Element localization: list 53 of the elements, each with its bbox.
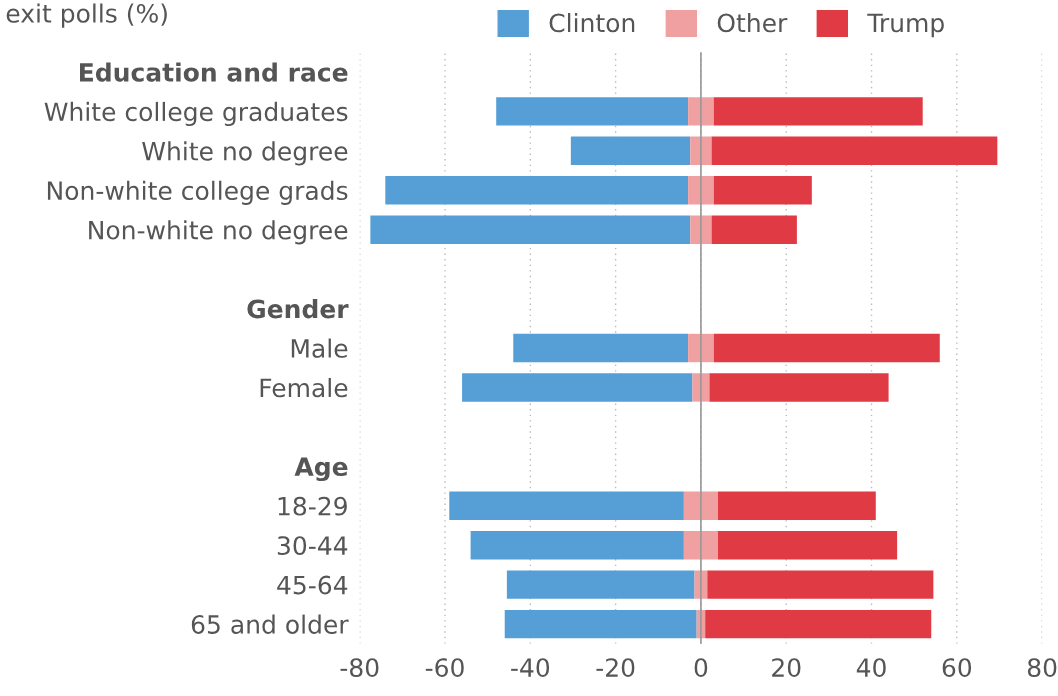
- y-tick-label: White college graduates: [44, 101, 348, 127]
- bar: [683, 531, 718, 560]
- bar: [504, 609, 697, 639]
- x-tick-label: -20: [596, 658, 635, 678]
- legend-label: Clinton: [549, 13, 635, 33]
- bar: [370, 215, 691, 244]
- y-tick-label: Non-white college grads: [47, 180, 348, 205]
- y-tick-label: Female: [260, 377, 348, 398]
- bar: [683, 491, 718, 520]
- bar: [717, 491, 876, 520]
- bar: [707, 570, 934, 599]
- bar: [513, 333, 689, 363]
- x-tick-label: 80: [1027, 658, 1057, 678]
- bar: [385, 176, 689, 205]
- bar: [690, 215, 712, 244]
- bar: [713, 97, 923, 126]
- x-tick-label: -80: [340, 658, 379, 678]
- bar: [711, 215, 797, 244]
- y-tick-label: 45-64: [277, 575, 348, 595]
- y-tick-label: Non-white no degree: [89, 220, 348, 245]
- bar: [709, 373, 889, 402]
- legend-label: Other: [717, 13, 788, 33]
- bar: [717, 531, 898, 560]
- bar: [688, 333, 714, 363]
- y-tick-label: Gender: [247, 299, 349, 319]
- bar: [506, 570, 695, 599]
- bar: [449, 491, 684, 520]
- x-tick-label: -40: [511, 658, 550, 678]
- bar: [570, 136, 691, 165]
- y-tick-label: Education and race: [80, 62, 348, 82]
- legend-label: Trump: [867, 13, 944, 38]
- bar: [688, 97, 714, 126]
- bar: [713, 333, 940, 363]
- bar: [711, 136, 998, 165]
- y-tick-label: 65 and older: [191, 614, 349, 634]
- x-tick-label: 60: [942, 658, 972, 678]
- bar: [690, 136, 712, 165]
- bar: [688, 176, 714, 205]
- text: exit polls (%): [6, 3, 167, 28]
- y-tick-label: Male: [291, 338, 348, 358]
- bar: [705, 609, 932, 639]
- x-tick-label: 20: [772, 658, 801, 678]
- bar: [470, 531, 684, 560]
- y-tick-label: 18-29: [278, 496, 347, 516]
- y-tick-label: Age: [294, 457, 348, 482]
- x-tick-label: 40: [856, 658, 886, 678]
- y-tick-label: White no degree: [142, 141, 348, 166]
- bar: [496, 97, 689, 126]
- x-tick-label: 0: [694, 658, 708, 678]
- x-tick-label: -60: [425, 658, 464, 678]
- y-tick-label: 30-44: [277, 536, 348, 556]
- bar: [713, 176, 812, 205]
- bar: [462, 373, 693, 402]
